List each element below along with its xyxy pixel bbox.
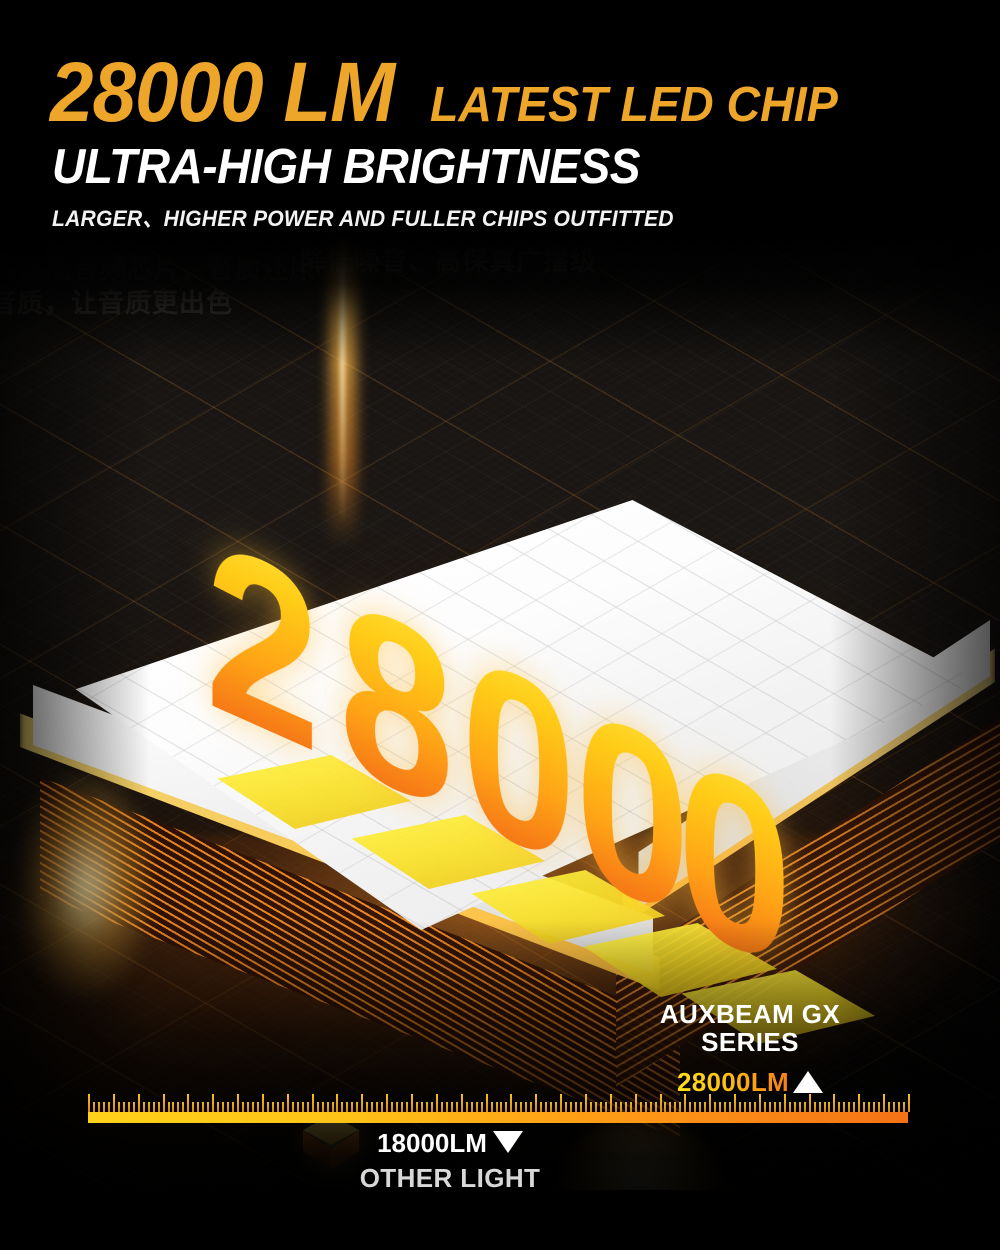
subheadline: ULTRA-HIGH BRIGHTNESS — [52, 140, 641, 194]
header-block: 28000 LM LATEST LED CHIP ULTRA-HIGH BRIGH… — [0, 0, 1000, 238]
tagline: LARGER、HIGHER POWER AND FULLER CHIPS OUT… — [52, 206, 674, 231]
digit-8: 8 — [339, 545, 455, 865]
footer-spacer — [0, 1190, 1000, 1250]
digit-0a: 0 — [461, 600, 577, 920]
headline-row: 28000 LM LATEST LED CHIP — [50, 44, 859, 141]
headline-suffix: LATEST LED CHIP — [430, 78, 838, 132]
light-beam-core — [340, 235, 345, 525]
hero-product-image: 高品质音频芯片，音质还原 音质，让音质更出色 降低噪音、高保真广播级 处器 — [0, 235, 1000, 1250]
digit-0b: 0 — [575, 653, 691, 973]
digit-2: 2 — [205, 485, 321, 805]
headline-lumens: 28000 LM — [50, 45, 395, 139]
